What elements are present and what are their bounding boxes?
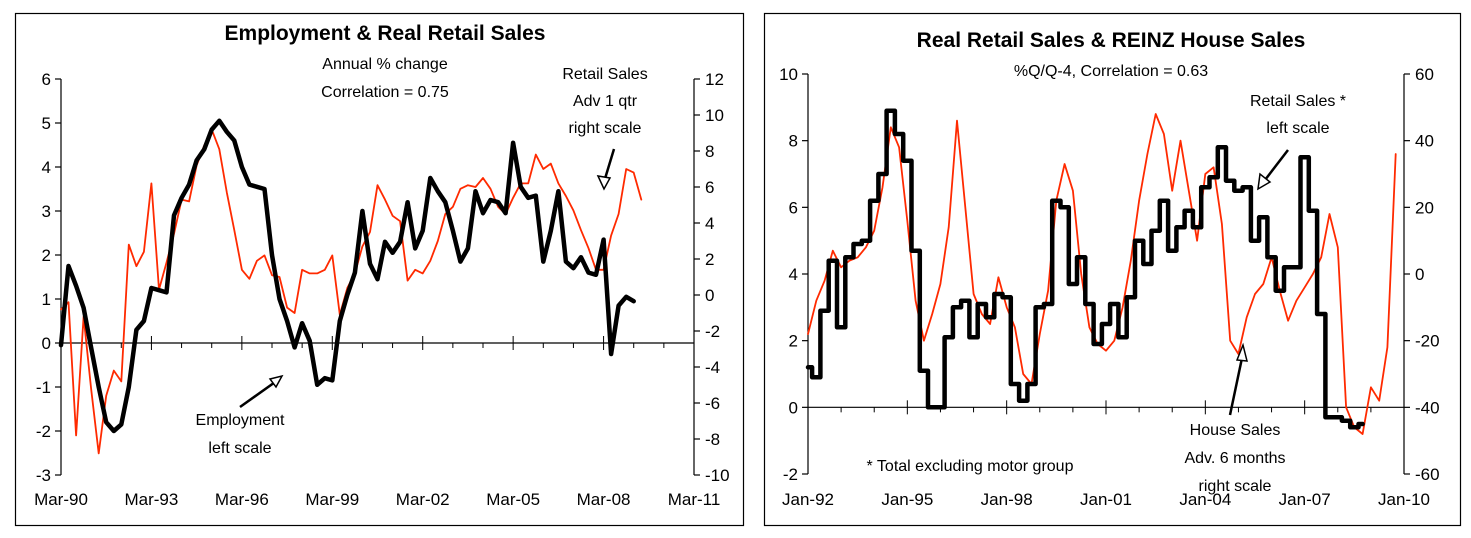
right-y-tick-label: -60 bbox=[1415, 465, 1440, 484]
chart-subtitle: %Q/Q-4, Correlation = 0.63 bbox=[1014, 63, 1208, 80]
left-y-tick-label: 8 bbox=[789, 132, 798, 151]
left-y-tick-label: 6 bbox=[789, 198, 798, 217]
left-y-tick-label: 6 bbox=[42, 70, 51, 89]
retail-house-sales-chart: Real Retail Sales & REINZ House Sales %Q… bbox=[763, 12, 1462, 527]
x-tick-label: Mar-90 bbox=[34, 490, 88, 509]
right-y-tick-label: -10 bbox=[705, 466, 730, 485]
annotation-retail-line-1: Retail Sales * bbox=[1250, 93, 1346, 110]
right-y-tick-label: -2 bbox=[705, 322, 720, 341]
series-line-red bbox=[807, 113, 1397, 435]
x-tick-label: Mar-93 bbox=[124, 490, 178, 509]
annotation-house-line-1: House Sales bbox=[1190, 422, 1281, 439]
x-tick-label: Mar-05 bbox=[486, 490, 540, 509]
annotation-retail-line-3: right scale bbox=[569, 120, 642, 137]
left-y-tick-label: 10 bbox=[779, 65, 798, 84]
annotation-employment-line-1: Employment bbox=[196, 412, 285, 429]
right-y-tick-label: 0 bbox=[705, 286, 714, 305]
x-tick-label: Mar-08 bbox=[577, 490, 631, 509]
annotation-house-line-3: right scale bbox=[1199, 478, 1272, 495]
annotation-retail-line-2: left scale bbox=[1266, 120, 1329, 137]
x-tick-label: Jan-01 bbox=[1080, 490, 1132, 509]
chart-title: Employment & Real Retail Sales bbox=[225, 22, 546, 45]
employment-retail-chart: Employment & Real Retail Sales Annual % … bbox=[14, 12, 745, 527]
x-tick-label: Mar-96 bbox=[215, 490, 269, 509]
x-tick-label: Jan-04 bbox=[1179, 490, 1231, 509]
x-tick-label: Mar-99 bbox=[305, 490, 359, 509]
annotation-retail-line-2: Adv 1 qtr bbox=[573, 93, 638, 110]
arrow-house-annotation bbox=[1228, 342, 1248, 416]
right-y-tick-label: 2 bbox=[705, 250, 714, 269]
right-y-tick-label: 40 bbox=[1415, 132, 1434, 151]
left-y-tick-label: 0 bbox=[789, 398, 798, 417]
right-y-tick-label: -20 bbox=[1415, 332, 1440, 351]
x-tick-label: Mar-11 bbox=[668, 490, 721, 509]
right-y-tick-label: -8 bbox=[705, 430, 720, 449]
right-y-tick-label: 6 bbox=[705, 178, 714, 197]
chart-subtitle-line-2: Correlation = 0.75 bbox=[321, 84, 449, 101]
annotation-house-line-2: Adv. 6 months bbox=[1184, 450, 1285, 467]
arrow-retail-annotation bbox=[1257, 149, 1289, 191]
x-tick-label: Jan-98 bbox=[981, 490, 1033, 509]
left-y-tick-label: 0 bbox=[42, 334, 51, 353]
right-y-tick-label: 8 bbox=[705, 142, 714, 161]
left-y-tick-label: 5 bbox=[42, 114, 51, 133]
arrow-retail-annotation bbox=[596, 148, 616, 191]
annotation-employment-line-2: left scale bbox=[208, 440, 271, 457]
x-tick-label: Jan-92 bbox=[782, 490, 834, 509]
left-y-tick-label: 2 bbox=[42, 246, 51, 265]
x-tick-label: Mar-02 bbox=[396, 490, 450, 509]
right-y-tick-label: -40 bbox=[1415, 398, 1440, 417]
left-y-tick-label: -1 bbox=[36, 378, 51, 397]
x-tick-label: Jan-95 bbox=[881, 490, 933, 509]
left-y-tick-label: 3 bbox=[42, 202, 51, 221]
x-tick-label: Jan-10 bbox=[1378, 490, 1430, 509]
left-y-tick-label: 4 bbox=[789, 265, 798, 284]
right-y-tick-label: 60 bbox=[1415, 65, 1434, 84]
annotation-retail-line-1: Retail Sales bbox=[562, 66, 647, 83]
series-line-black bbox=[805, 108, 1365, 430]
right-y-tick-label: 4 bbox=[705, 214, 714, 233]
left-y-tick-label: -3 bbox=[36, 466, 51, 485]
footnote: * Total excluding motor group bbox=[867, 458, 1074, 475]
x-tick-label: Jan-07 bbox=[1279, 490, 1331, 509]
chart-subtitle-line-1: Annual % change bbox=[322, 56, 448, 73]
right-y-tick-label: 20 bbox=[1415, 198, 1434, 217]
arrow-employment-annotation bbox=[239, 374, 284, 409]
right-y-tick-label: -6 bbox=[705, 394, 720, 413]
right-y-tick-label: -4 bbox=[705, 358, 720, 377]
right-y-tick-label: 12 bbox=[705, 70, 724, 89]
left-y-tick-label: -2 bbox=[36, 422, 51, 441]
right-y-tick-label: 0 bbox=[1415, 265, 1424, 284]
chart-title: Real Retail Sales & REINZ House Sales bbox=[917, 29, 1306, 52]
series-line-black bbox=[58, 118, 636, 434]
chart-frame bbox=[763, 12, 1462, 527]
left-y-tick-label: -2 bbox=[783, 465, 798, 484]
left-y-tick-label: 4 bbox=[42, 158, 51, 177]
left-y-tick-label: 1 bbox=[42, 290, 51, 309]
left-y-tick-label: 2 bbox=[789, 332, 798, 351]
right-y-tick-label: 10 bbox=[705, 106, 724, 125]
